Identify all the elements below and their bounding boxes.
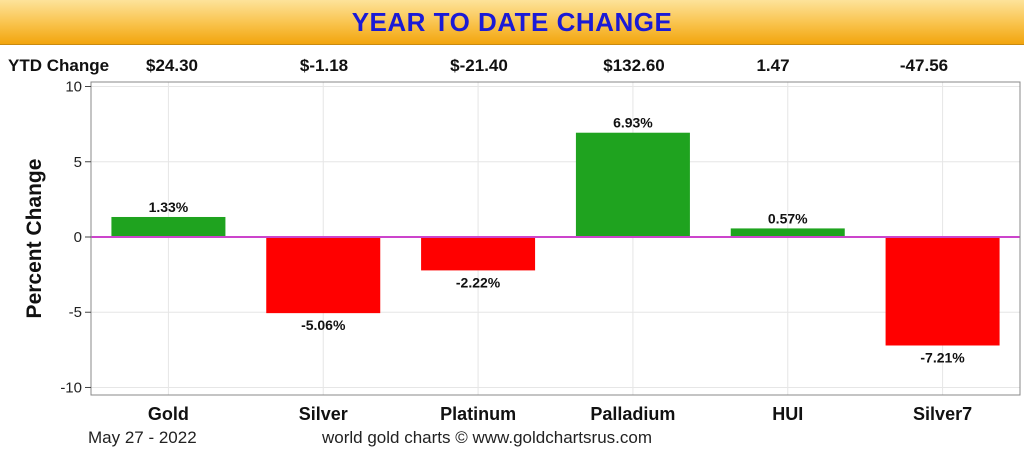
ytd-value-hui: 1.47 <box>756 56 790 75</box>
ytd-change-label: YTD Change <box>8 56 110 75</box>
y-tick-label: 10 <box>65 79 82 96</box>
footer-credit: world gold charts © www.goldchartsrus.co… <box>322 428 652 447</box>
data-label-platinum: -2.22% <box>456 274 501 290</box>
bar-platinum <box>421 236 536 271</box>
y-tick-label: -5 <box>69 304 82 321</box>
plot-frame <box>90 81 1021 396</box>
x-tick-label-palladium: Palladium <box>590 404 675 424</box>
ytd-value-platinum: $-21.40 <box>450 56 508 75</box>
data-label-silver: -5.06% <box>301 317 346 333</box>
x-tick-label-silver7: Silver7 <box>913 404 972 424</box>
ytd-value-gold: $24.30 <box>146 56 198 75</box>
ytd-change-row: YTD Change $24.30 $-1.18 $-21.40 $132.60… <box>0 52 1024 80</box>
y-tick-label: -10 <box>60 379 82 396</box>
x-tick-label-gold: Gold <box>148 404 189 424</box>
title-bar: YEAR TO DATE CHANGE <box>0 0 1024 45</box>
bar-hui <box>730 228 845 237</box>
bar-palladium <box>575 132 690 237</box>
y-axis-title: Percent Change <box>23 159 46 319</box>
plot-area <box>91 82 1020 395</box>
x-tick-label-hui: HUI <box>772 404 803 424</box>
data-label-hui: 0.57% <box>768 210 808 226</box>
ytd-value-palladium: $132.60 <box>603 56 665 75</box>
x-tick-label-platinum: Platinum <box>440 404 516 424</box>
data-label-palladium: 6.93% <box>613 115 653 131</box>
data-label-silver7: -7.21% <box>920 349 965 365</box>
footer-date: May 27 - 2022 <box>88 428 197 447</box>
ytd-value-silver7: -47.56 <box>899 56 949 75</box>
y-tick-label: 0 <box>74 229 82 246</box>
bar-gold <box>111 216 226 237</box>
bar-silver <box>266 236 381 314</box>
ytd-value-silver: $-1.18 <box>299 56 349 75</box>
x-tick-label-silver: Silver <box>299 404 348 424</box>
data-label-gold: 1.33% <box>149 199 189 215</box>
bar-silver7 <box>885 236 1000 346</box>
chart-title: YEAR TO DATE CHANGE <box>351 6 673 37</box>
y-tick-label: 5 <box>74 154 82 171</box>
